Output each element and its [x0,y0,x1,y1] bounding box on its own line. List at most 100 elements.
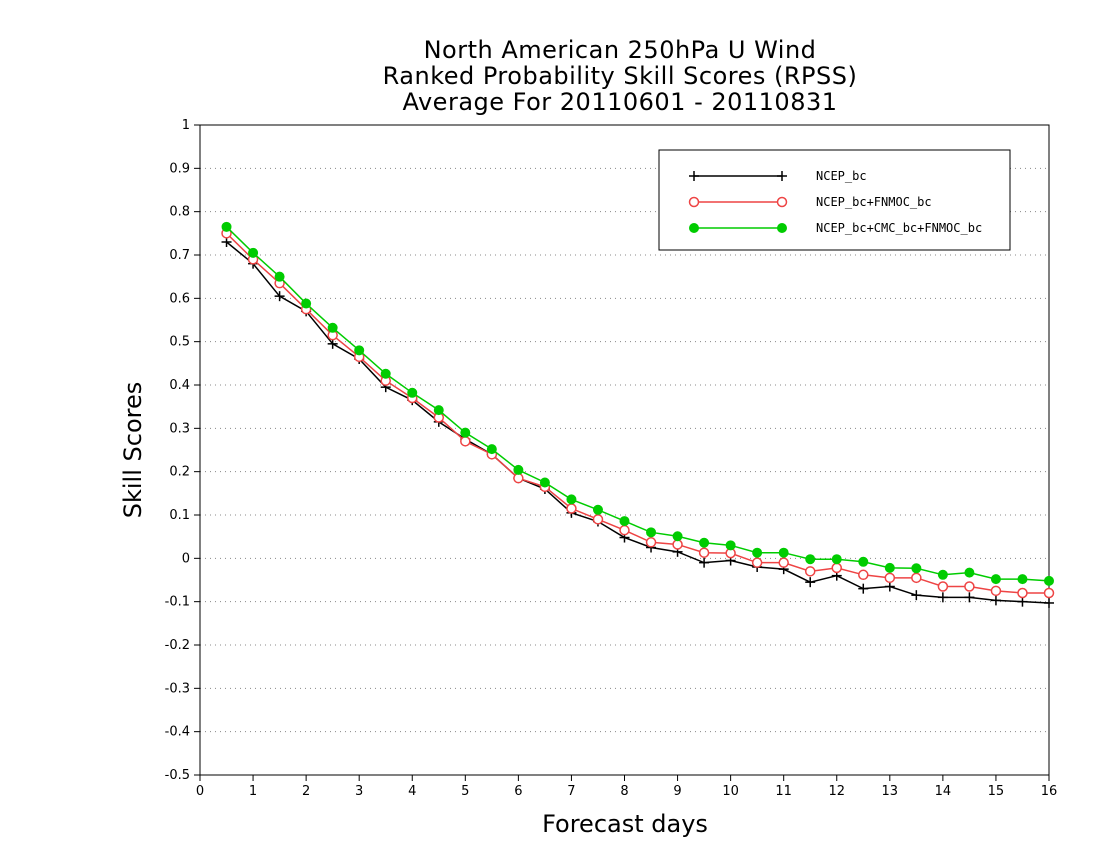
x-tick-label: 2 [302,784,310,799]
chart-title-line-1: North American 250hPa U Wind [423,36,817,64]
x-axis-label: Forecast days [542,810,708,838]
x-tick-label: 8 [620,784,628,799]
data-point [911,572,922,584]
x-tick-label: 15 [988,784,1005,799]
data-point [248,247,259,258]
data-point [937,592,948,603]
x-tick-label: 10 [722,784,739,799]
y-tick-label: -0.3 [165,681,190,696]
y-tick-label: 0.6 [169,291,190,306]
y-tick-label: 0.7 [169,248,190,263]
data-point [964,581,975,592]
data-point [752,547,763,558]
data-point [274,271,285,282]
data-point [221,221,232,232]
data-point [777,171,787,181]
x-tick-label: 0 [196,784,204,799]
legend-label: NCEP_bc+CMC_bc+FNMOC_bc [816,221,982,235]
data-point [513,472,524,484]
data-point [1044,597,1054,608]
y-tick-label: 0.3 [169,421,190,436]
data-point [460,427,471,438]
data-point [566,494,577,505]
data-point [751,557,763,568]
series-line [226,232,1049,594]
series-line [226,241,1050,604]
legend-item: NCEP_bc [689,169,867,183]
data-point [990,595,1001,606]
data-point [672,539,683,550]
data-point [699,557,710,568]
data-point [777,223,787,233]
data-point [1044,575,1054,586]
legend-label: NCEP_bc [816,169,867,183]
data-point [884,581,895,592]
x-tick-label: 5 [461,784,469,799]
data-point [805,577,816,588]
data-point [380,368,391,379]
y-tick-label: -0.1 [165,595,190,610]
data-point [460,436,471,447]
data-point [911,590,922,601]
y-tick-label: 0.1 [169,508,190,523]
y-tick-label: 1 [182,118,190,133]
axes: -0.5 -0.4 -0.3 -0.2 -0.1 0 0.1 0.2 0.3 0.4 0.5 0.6 0… [165,118,1058,799]
data-point [646,527,657,538]
data-point [858,569,869,581]
x-tick-label: 11 [775,784,792,799]
data-point [990,574,1001,585]
y-tick-label: -0.5 [165,768,190,783]
data-point [433,405,444,416]
data-point [776,196,788,208]
y-tick-label: 0.2 [169,465,190,480]
data-point [805,554,816,565]
data-point [274,291,285,302]
y-tick-label: 0.4 [169,378,190,393]
x-tick-label: 7 [567,784,575,799]
y-tick-label: 0 [182,551,190,566]
data-point [354,345,365,356]
legend-box [658,149,1011,251]
data-point [689,171,699,181]
chart-title-line-2: Ranked Probability Skill Scores (RPSS) [382,62,858,90]
x-tick-label: 6 [514,784,522,799]
data-point [778,547,789,558]
data-point [937,581,949,592]
x-tick-label: 12 [828,784,845,799]
y-tick-label: -0.4 [165,725,190,740]
data-point [327,322,338,333]
data-point [688,196,700,208]
legend-label: NCEP_bc+FNMOC_bc [816,195,932,209]
data-point [778,557,789,568]
chart-title-line-3: Average For 20110601 - 20110831 [402,88,838,116]
legend-item: NCEP_bc+CMC_bc+FNMOC_bc [689,221,982,235]
data-point [804,566,816,577]
x-tick-label: 9 [673,784,681,799]
data-point [1017,596,1028,607]
x-tick-label: 14 [935,784,952,799]
series-layer [221,221,1055,608]
data-point [1017,587,1028,599]
data-point [937,569,948,580]
data-point [725,540,736,551]
data-point [990,585,1002,597]
data-point [911,563,922,574]
data-point [884,562,895,573]
data-point [619,524,630,536]
data-point [699,537,710,548]
x-tick-label: 1 [249,784,257,799]
y-tick-label: 0.8 [169,205,190,220]
data-point [858,556,869,567]
data-point [513,464,524,475]
x-tick-label: 16 [1041,784,1058,799]
data-point [221,237,232,247]
data-point [645,537,657,548]
data-point [327,338,338,349]
y-tick-label: 0.9 [169,161,190,176]
data-point [486,444,497,455]
y-tick-label: -0.2 [165,638,190,653]
data-point [539,477,550,488]
data-point [301,298,312,309]
data-point [698,547,710,558]
